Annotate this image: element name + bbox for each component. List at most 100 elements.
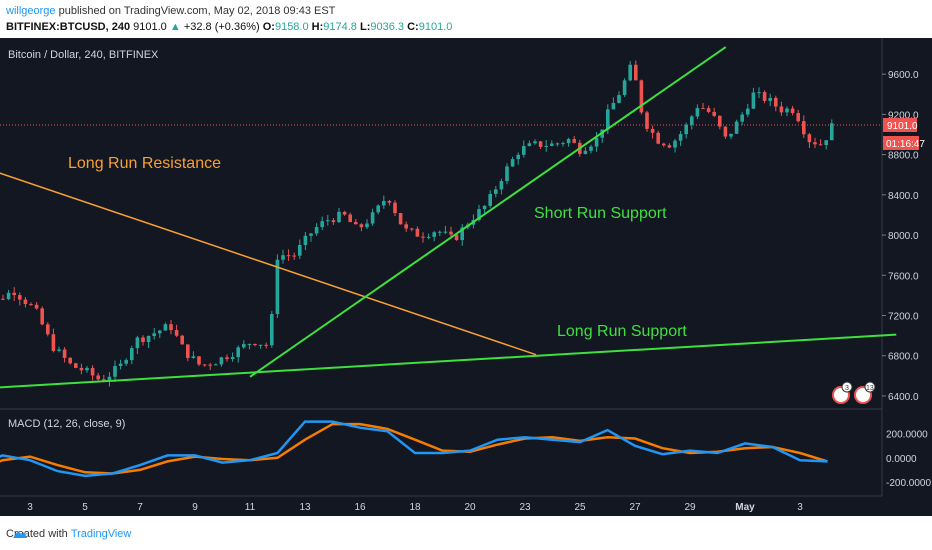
time-tick-label: 18: [409, 502, 421, 513]
tradingview-link[interactable]: TradingView: [70, 528, 132, 540]
short-support-annotation[interactable]: Short Run Support: [534, 205, 667, 222]
candle-body: [124, 360, 128, 364]
candle-body: [634, 64, 638, 81]
candle-body: [309, 233, 313, 236]
trendline[interactable]: [0, 333, 897, 391]
candle-body: [779, 106, 784, 113]
candle-body: [813, 142, 817, 145]
candle-body: [645, 112, 649, 129]
trendline-group[interactable]: [0, 46, 897, 391]
candle-body: [180, 335, 184, 345]
badge-count-bubble: [864, 381, 876, 393]
time-tick-label: 23: [519, 502, 531, 513]
time-tick-label: 25: [574, 502, 586, 513]
time-tick-label: 29: [684, 502, 696, 513]
last-price-box: [883, 118, 917, 132]
candle-body: [432, 232, 436, 237]
publish-header: willgeorge published on TradingView.com,…: [0, 0, 932, 38]
candle-body: [34, 304, 39, 309]
candle-body: [331, 220, 336, 223]
candle-body: [662, 143, 666, 146]
candle-body: [298, 244, 302, 256]
candle-body: [544, 145, 548, 147]
candle-body: [6, 292, 11, 300]
high-value: 9174.8: [323, 21, 357, 33]
author-link[interactable]: willgeorge: [6, 5, 56, 17]
price-axis[interactable]: 6400.0 6800.0 7200.0 7600.0 8000.0 8400.0 8800…: [882, 70, 919, 403]
long-support-annotation[interactable]: Long Run Support: [557, 323, 687, 340]
candle-body: [443, 231, 448, 233]
candle-body: [505, 166, 509, 182]
candle-body: [292, 255, 296, 257]
candle-body: [410, 228, 414, 230]
price-tick-label: 8400.0: [888, 191, 919, 202]
economic-event-badge[interactable]: 3: [832, 381, 853, 404]
badge-count: 13: [866, 385, 874, 392]
candle-body: [314, 227, 319, 234]
candle-body: [768, 97, 772, 101]
candle-body: [454, 234, 459, 241]
candle-body: [729, 133, 733, 137]
candle-body: [695, 108, 700, 117]
candle-body: [163, 324, 168, 331]
candle-body: [275, 259, 280, 315]
candle-body: [253, 343, 257, 346]
countdown-box: [883, 136, 919, 150]
candle-body: [415, 228, 420, 237]
candle-body: [1, 298, 5, 300]
candle-body: [785, 108, 789, 113]
candle-body: [286, 255, 291, 257]
candle-body: [18, 295, 22, 300]
chart-title: Bitcoin / Dollar, 240, BITFINEX: [8, 49, 159, 61]
candle-body: [701, 108, 705, 110]
resistance-annotation[interactable]: Long Run Resistance: [68, 155, 221, 172]
candle-body: [113, 366, 117, 377]
candle-body: [639, 80, 644, 113]
candle-body: [650, 128, 655, 133]
tradingview-logo-icon: [13, 531, 27, 538]
candle-body: [197, 356, 201, 365]
candle-body: [746, 108, 750, 115]
macd-axis[interactable]: 200.0000 0.0000 -200.0000: [886, 430, 931, 489]
candle-body: [712, 111, 716, 116]
candle-body: [807, 134, 812, 143]
chart-area[interactable]: 6400.0 6800.0 7200.0 7600.0 8000.0 8400.0 8800…: [0, 38, 932, 516]
candle-body: [135, 337, 140, 349]
time-tick-label: 7: [137, 502, 143, 513]
trendline[interactable]: [249, 46, 727, 378]
macd-tick-label: 200.0000: [886, 430, 928, 441]
chart-canvas[interactable]: 6400.0 6800.0 7200.0 7600.0 8000.0 8400.0 8800…: [0, 38, 932, 516]
candle-body: [152, 333, 156, 336]
price-tick-label: 7600.0: [888, 271, 919, 282]
candle-body: [214, 364, 218, 366]
candle-body: [421, 236, 425, 238]
candle-body: [186, 344, 190, 358]
time-tick-label: 11: [245, 502, 256, 513]
trendline[interactable]: [0, 153, 537, 356]
candle-body: [628, 64, 632, 81]
time-axis[interactable]: 3 5 7 9 11 13 16 18 20 23 25 27 29 May 3: [27, 502, 803, 513]
candle-body: [723, 126, 728, 137]
economic-event-badge[interactable]: 13: [854, 381, 876, 404]
candle-body: [96, 375, 100, 380]
candle-body: [555, 143, 560, 145]
candle-body: [404, 224, 408, 229]
candle-body: [130, 348, 134, 361]
candle-body: [326, 220, 330, 222]
time-tick-label: 20: [464, 502, 476, 513]
candle-body: [12, 292, 16, 296]
candle-body: [387, 200, 392, 203]
footer: Created with TradingView: [0, 516, 932, 550]
candle-body: [247, 343, 252, 345]
candle-body: [482, 205, 487, 210]
candle-body: [477, 209, 481, 220]
candle-body: [169, 324, 173, 331]
time-tick-label: 3: [27, 502, 33, 513]
candle-body: [673, 140, 677, 148]
publish-line: willgeorge published on TradingView.com,…: [6, 5, 335, 17]
candle-body: [734, 121, 739, 134]
last-price: 9101.0: [133, 21, 167, 33]
candle-body: [538, 141, 543, 147]
bar-countdown: 01:16:47: [886, 139, 925, 150]
candle-body: [62, 349, 67, 358]
